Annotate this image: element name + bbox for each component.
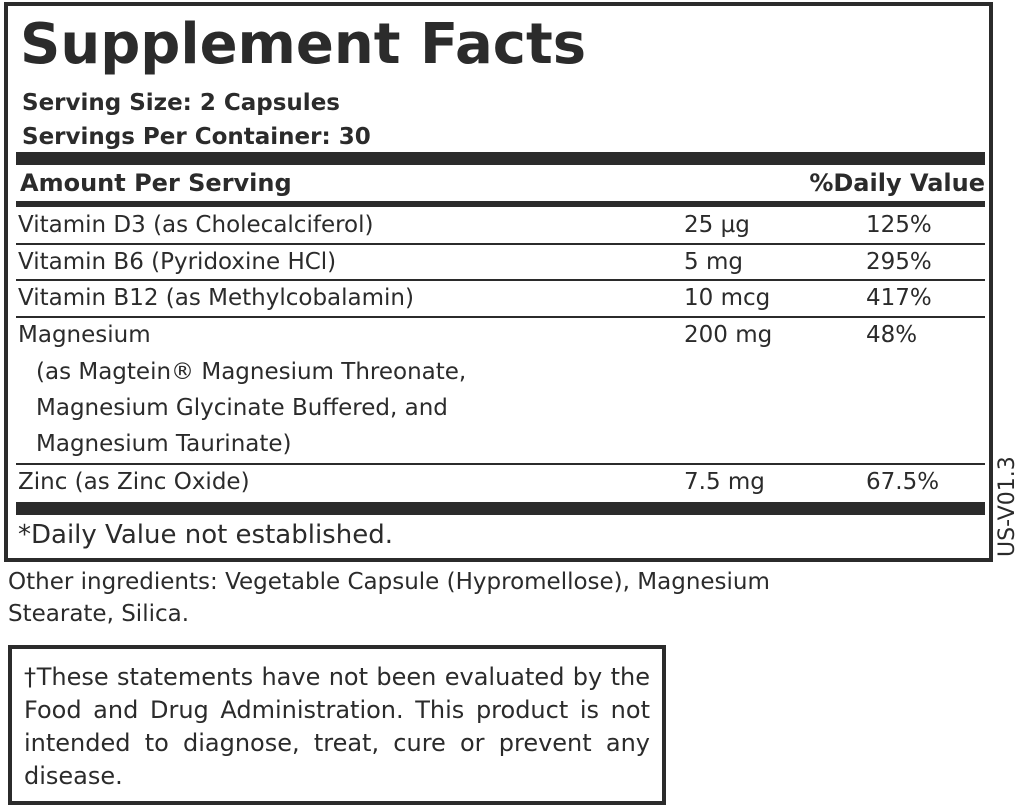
nutrient-amount: 5 mg xyxy=(684,249,743,275)
nutrient-source: (as Magtein® Magnesium Threonate, xyxy=(36,359,467,385)
daily-value-header: %Daily Value xyxy=(809,169,985,197)
serving-size: Serving Size: 2 Capsules xyxy=(22,90,340,116)
nutrient-dv: 295% xyxy=(866,249,932,275)
thick-divider xyxy=(16,502,985,515)
nutrient-source: Magnesium Taurinate) xyxy=(36,431,292,457)
nutrient-dv: 125% xyxy=(866,212,932,238)
nutrient-dv: 67.5% xyxy=(866,469,940,495)
nutrient-amount: 25 µg xyxy=(684,212,750,238)
row-divider xyxy=(16,463,985,465)
nutrient-name: Zinc (as Zinc Oxide) xyxy=(18,469,250,495)
footnote: *Daily Value not established. xyxy=(18,520,393,550)
row-divider xyxy=(16,243,985,245)
nutrient-source: Magnesium Glycinate Buffered, and xyxy=(36,395,448,421)
panel-title: Supplement Facts xyxy=(20,12,587,77)
other-ingredients-line: Other ingredients: Vegetable Capsule (Hy… xyxy=(8,569,770,595)
medium-divider xyxy=(16,201,985,207)
nutrient-name: Vitamin B12 (as Methylcobalamin) xyxy=(18,285,414,311)
amount-per-serving-header: Amount Per Serving xyxy=(20,169,292,197)
nutrient-amount: 200 mg xyxy=(684,322,773,348)
fda-disclaimer-box: †These statements have not been evaluate… xyxy=(8,645,666,805)
row-divider xyxy=(16,279,985,281)
supplement-facts-panel: Supplement Facts Serving Size: 2 Capsule… xyxy=(4,2,993,562)
other-ingredients-line: Stearate, Silica. xyxy=(8,601,190,627)
nutrient-name: Vitamin D3 (as Cholecalciferol) xyxy=(18,212,374,238)
nutrient-name: Vitamin B6 (Pyridoxine HCl) xyxy=(18,249,337,275)
thick-divider xyxy=(16,152,985,165)
servings-per-container: Servings Per Container: 30 xyxy=(22,124,371,150)
other-ingredients: Other ingredients: Vegetable Capsule (Hy… xyxy=(8,566,770,630)
nutrient-dv: 417% xyxy=(866,285,932,311)
nutrient-amount: 10 mcg xyxy=(684,285,771,311)
version-code: US-V01.3 xyxy=(995,456,1020,557)
nutrient-name: Magnesium xyxy=(18,322,151,348)
row-divider xyxy=(16,316,985,318)
nutrient-row: Magnesium 200 mg 48% (as Magtein® Magnes… xyxy=(16,317,985,461)
fda-disclaimer: †These statements have not been evaluate… xyxy=(24,663,650,790)
nutrient-amount: 7.5 mg xyxy=(684,469,765,495)
nutrient-dv: 48% xyxy=(866,322,918,348)
